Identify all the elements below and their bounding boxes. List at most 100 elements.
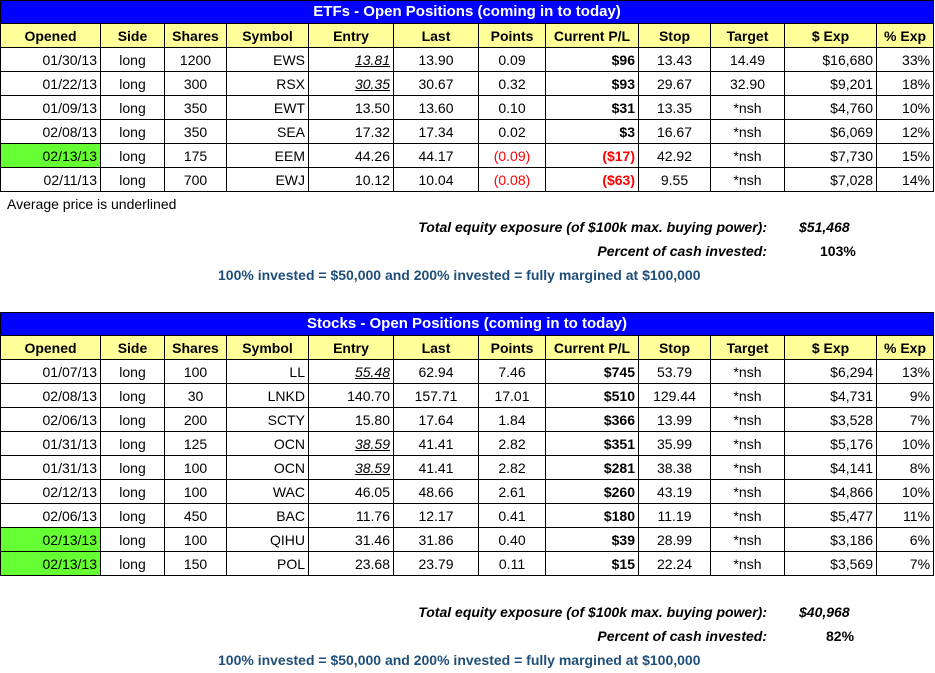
stock-cash-label: Percent of cash invested: — [597, 628, 767, 644]
column-header: Last — [393, 23, 479, 48]
current-pl-cell: $96 — [545, 47, 639, 72]
dollar-exposure-cell: $3,186 — [784, 527, 877, 552]
stock-exposure-value: $40,968 — [799, 604, 850, 620]
shares-cell: 125 — [164, 431, 227, 456]
stop-cell: 29.67 — [638, 71, 711, 96]
points-cell: 17.01 — [478, 383, 546, 408]
points-cell: 0.02 — [478, 119, 546, 144]
points-cell: 0.40 — [478, 527, 546, 552]
column-header: Stop — [638, 335, 711, 360]
table-row: 02/08/13 long 350 SEA 17.32 17.34 0.02 $3 16.67 *… — [0, 119, 935, 144]
stock-exposure-label: Total equity exposure (of $100k max. buy… — [418, 604, 767, 620]
table-row: 02/06/13 long 200 SCTY 15.80 17.64 1.84 $366 13.… — [0, 407, 935, 432]
current-pl-cell: $93 — [545, 71, 639, 96]
column-header: $ Exp — [784, 23, 877, 48]
side-cell: long — [100, 503, 165, 528]
stock-table-title: Stocks - Open Positions (coming in to to… — [0, 312, 935, 336]
stock-positions-table: Stocks - Open Positions (coming in to to… — [0, 312, 935, 576]
target-cell: *nsh — [710, 479, 785, 504]
last-cell: 13.60 — [393, 95, 479, 120]
target-cell: *nsh — [710, 95, 785, 120]
side-cell: long — [100, 95, 165, 120]
percent-exposure-cell: 12% — [875, 119, 935, 144]
last-cell: 17.64 — [393, 407, 479, 432]
column-header: Side — [100, 335, 165, 360]
stop-cell: 43.19 — [638, 479, 711, 504]
column-header: Symbol — [226, 23, 309, 48]
side-cell: long — [100, 383, 165, 408]
symbol-cell: WAC — [226, 479, 309, 504]
entry-cell: 13.81 — [308, 47, 394, 72]
column-header: Shares — [164, 23, 227, 48]
target-cell: *nsh — [710, 119, 785, 144]
stop-cell: 16.67 — [638, 119, 711, 144]
stop-cell: 42.92 — [638, 143, 711, 168]
stop-cell: 11.19 — [638, 503, 711, 528]
last-cell: 41.41 — [393, 431, 479, 456]
symbol-cell: OCN — [226, 431, 309, 456]
shares-cell: 450 — [164, 503, 227, 528]
symbol-cell: LNKD — [226, 383, 309, 408]
shares-cell: 100 — [164, 527, 227, 552]
opened-cell: 01/30/13 — [0, 47, 101, 72]
side-cell: long — [100, 527, 165, 552]
side-cell: long — [100, 119, 165, 144]
entry-cell: 15.80 — [308, 407, 394, 432]
etf-exposure-value: $51,468 — [799, 219, 850, 235]
current-pl-cell: ($63) — [545, 167, 639, 192]
column-header: Target — [710, 23, 785, 48]
shares-cell: 700 — [164, 167, 227, 192]
opened-cell: 02/08/13 — [0, 119, 101, 144]
shares-cell: 200 — [164, 407, 227, 432]
etf-table-title: ETFs - Open Positions (coming in to toda… — [0, 0, 935, 24]
points-cell: (0.09) — [478, 143, 546, 168]
current-pl-cell: $15 — [545, 551, 639, 576]
shares-cell: 100 — [164, 479, 227, 504]
shares-cell: 100 — [164, 359, 227, 384]
column-header: Current P/L — [545, 23, 639, 48]
column-header: Opened — [0, 23, 101, 48]
etf-table-body: ETFs - Open Positions (coming in to toda… — [0, 0, 935, 192]
percent-exposure-cell: 18% — [875, 71, 935, 96]
target-cell: *nsh — [710, 167, 785, 192]
column-header: Points — [478, 23, 546, 48]
last-cell: 44.17 — [393, 143, 479, 168]
opened-cell: 02/13/13 — [0, 551, 101, 576]
symbol-cell: EWS — [226, 47, 309, 72]
points-cell: 7.46 — [478, 359, 546, 384]
current-pl-cell: ($17) — [545, 143, 639, 168]
points-cell: 0.09 — [478, 47, 546, 72]
stock-table-body: Stocks - Open Positions (coming in to to… — [0, 312, 935, 576]
target-cell: *nsh — [710, 359, 785, 384]
average-price-value: 13.81 — [354, 51, 390, 68]
column-header: Last — [393, 335, 479, 360]
stop-cell: 13.35 — [638, 95, 711, 120]
stop-cell: 38.38 — [638, 455, 711, 480]
target-cell: *nsh — [710, 503, 785, 528]
table-row: 02/13/13 long 100 QIHU 31.46 31.86 0.40 $39 28.9… — [0, 527, 935, 552]
dollar-exposure-cell: $9,201 — [784, 71, 877, 96]
last-cell: 17.34 — [393, 119, 479, 144]
target-cell: *nsh — [710, 527, 785, 552]
dollar-exposure-cell: $16,680 — [784, 47, 877, 72]
last-cell: 10.04 — [393, 167, 479, 192]
table-row: 01/22/13 long 300 RSX 30.35 30.67 0.32 $93 29.67… — [0, 71, 935, 96]
last-cell: 23.79 — [393, 551, 479, 576]
symbol-cell: EEM — [226, 143, 309, 168]
opened-cell: 02/11/13 — [0, 167, 101, 192]
points-cell: 1.84 — [478, 407, 546, 432]
current-pl-cell: $745 — [545, 359, 639, 384]
current-pl-cell: $260 — [545, 479, 639, 504]
last-cell: 62.94 — [393, 359, 479, 384]
points-cell: 0.10 — [478, 95, 546, 120]
side-cell: long — [100, 551, 165, 576]
stop-cell: 9.55 — [638, 167, 711, 192]
dollar-exposure-cell: $4,866 — [784, 479, 877, 504]
entry-cell: 38.59 — [308, 455, 394, 480]
points-cell: (0.08) — [478, 167, 546, 192]
side-cell: long — [100, 407, 165, 432]
side-cell: long — [100, 431, 165, 456]
symbol-cell: QIHU — [226, 527, 309, 552]
opened-cell: 01/31/13 — [0, 455, 101, 480]
symbol-cell: OCN — [226, 455, 309, 480]
